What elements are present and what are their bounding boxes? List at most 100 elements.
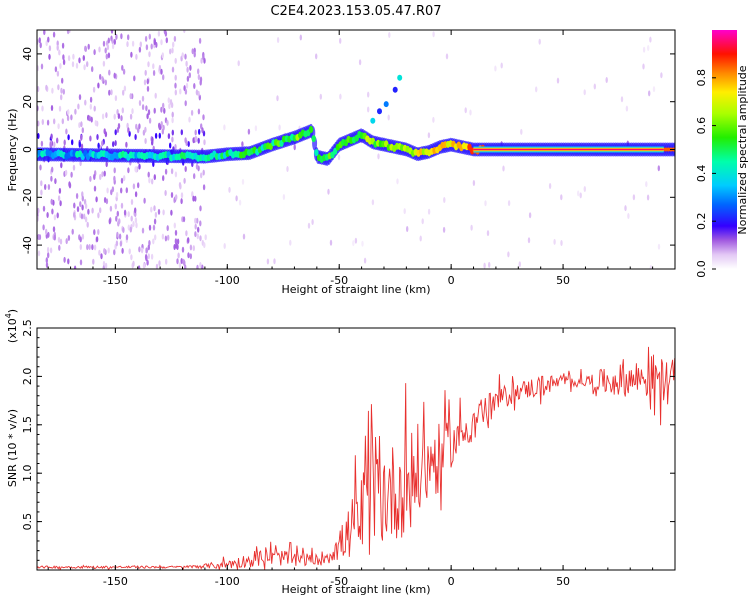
- noise-speckle: [113, 249, 116, 256]
- noise-speckle: [60, 162, 63, 169]
- noise-speckle: [45, 257, 48, 264]
- noise-speckle: [138, 46, 142, 53]
- noise-speckle: [37, 133, 40, 139]
- noise-speckle: [73, 202, 76, 209]
- noise-speckle: [37, 120, 40, 127]
- noise-speckle: [104, 79, 108, 86]
- noise-speckle: [108, 69, 111, 76]
- noise-speckle: [174, 144, 177, 150]
- noise-speckle: [160, 121, 163, 127]
- noise-speckle: [54, 178, 57, 185]
- noise-speckle: [387, 114, 390, 121]
- noise-speckle: [53, 234, 56, 241]
- noise-speckle: [108, 89, 111, 96]
- noise-speckle: [141, 104, 145, 111]
- noise-speckle: [59, 63, 62, 69]
- noise-speckle: [101, 76, 104, 83]
- noise-speckle: [138, 246, 141, 253]
- noise-speckle: [162, 175, 165, 182]
- noise-speckle: [116, 210, 120, 217]
- noise-speckle: [299, 34, 302, 41]
- noise-speckle: [235, 195, 238, 202]
- noise-speckle: [153, 174, 156, 181]
- noise-speckle: [117, 123, 121, 129]
- noise-speckle: [188, 72, 191, 79]
- noise-speckle: [130, 51, 133, 58]
- noise-speckle: [152, 70, 156, 76]
- noise-speckle: [59, 238, 63, 245]
- noise-speckle: [190, 109, 194, 116]
- noise-speckle: [188, 116, 191, 123]
- noise-speckle: [113, 175, 116, 182]
- noise-speckle: [158, 260, 161, 267]
- x-tick-label: -150: [103, 274, 128, 287]
- noise-speckle: [66, 115, 70, 122]
- noise-speckle: [189, 64, 192, 71]
- noise-speckle: [106, 44, 110, 51]
- noise-speckle: [80, 121, 83, 128]
- noise-speckle: [87, 43, 90, 50]
- noise-speckle: [427, 132, 431, 139]
- noise-speckle: [327, 188, 330, 195]
- noise-speckle: [127, 167, 130, 174]
- noise-speckle: [70, 114, 73, 121]
- noise-speckle: [44, 184, 47, 190]
- noise-speckle: [556, 77, 560, 84]
- noise-speckle: [319, 93, 322, 100]
- noise-speckle: [152, 238, 155, 245]
- noise-speckle: [486, 230, 490, 237]
- noise-speckle: [45, 84, 48, 91]
- noise-speckle: [46, 246, 50, 253]
- noise-speckle: [228, 186, 231, 193]
- noise-speckle: [63, 256, 66, 263]
- noise-speckle: [223, 124, 226, 131]
- noise-speckle: [81, 127, 85, 134]
- noise-speckle: [196, 217, 199, 224]
- noise-speckle: [115, 215, 118, 222]
- noise-speckle: [110, 30, 114, 34]
- noise-speckle: [147, 244, 150, 251]
- snr-marks: [37, 346, 675, 570]
- noise-speckle: [203, 242, 206, 249]
- noise-speckle: [47, 184, 51, 190]
- noise-speckle: [403, 208, 406, 215]
- noise-speckle: [83, 213, 86, 220]
- noise-speckle: [104, 262, 108, 269]
- noise-speckle: [62, 59, 66, 66]
- noise-speckle: [147, 171, 150, 178]
- noise-speckle: [202, 184, 206, 191]
- noise-speckle: [200, 172, 203, 179]
- noise-speckle: [127, 224, 130, 231]
- noise-speckle: [194, 195, 197, 202]
- noise-speckle: [122, 89, 125, 96]
- noise-speckle: [89, 135, 92, 142]
- y-tick-label: 2.0: [21, 368, 34, 386]
- noise-speckle: [160, 106, 163, 113]
- noise-speckle: [63, 139, 66, 146]
- noise-speckle: [165, 37, 168, 44]
- noise-speckle: [121, 247, 124, 254]
- noise-speckle: [42, 224, 45, 231]
- noise-speckle: [45, 40, 48, 47]
- noise-speckle: [129, 93, 132, 100]
- noise-speckle: [79, 236, 82, 243]
- noise-speckle: [150, 43, 153, 50]
- spur-blob: [370, 117, 376, 124]
- noise-speckle: [169, 142, 172, 149]
- noise-speckle: [354, 237, 358, 244]
- noise-speckle: [178, 262, 182, 269]
- noise-speckle: [172, 41, 175, 48]
- noise-speckle: [56, 44, 59, 51]
- noise-speckle: [186, 75, 190, 82]
- noise-speckle: [75, 193, 79, 199]
- noise-speckle: [148, 117, 152, 124]
- noise-speckle: [61, 77, 64, 84]
- noise-speckle: [78, 122, 81, 129]
- noise-speckle: [181, 246, 185, 253]
- noise-speckle: [102, 265, 105, 269]
- noise-speckle: [241, 178, 245, 185]
- noise-speckle: [57, 123, 60, 130]
- noise-speckle: [170, 168, 174, 175]
- spectrogram-y-ticks: -40 -20 0 20 40: [21, 47, 675, 254]
